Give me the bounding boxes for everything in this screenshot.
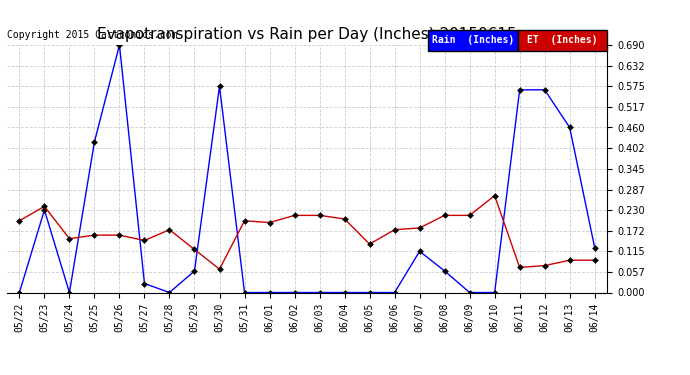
Title: Evapotranspiration vs Rain per Day (Inches) 20150615: Evapotranspiration vs Rain per Day (Inch… [97,27,517,42]
FancyBboxPatch shape [518,30,607,51]
Text: Copyright 2015 Cartronics.com: Copyright 2015 Cartronics.com [7,30,177,40]
FancyBboxPatch shape [428,30,518,51]
Text: Rain  (Inches): Rain (Inches) [431,35,514,45]
Text: ET  (Inches): ET (Inches) [527,35,598,45]
